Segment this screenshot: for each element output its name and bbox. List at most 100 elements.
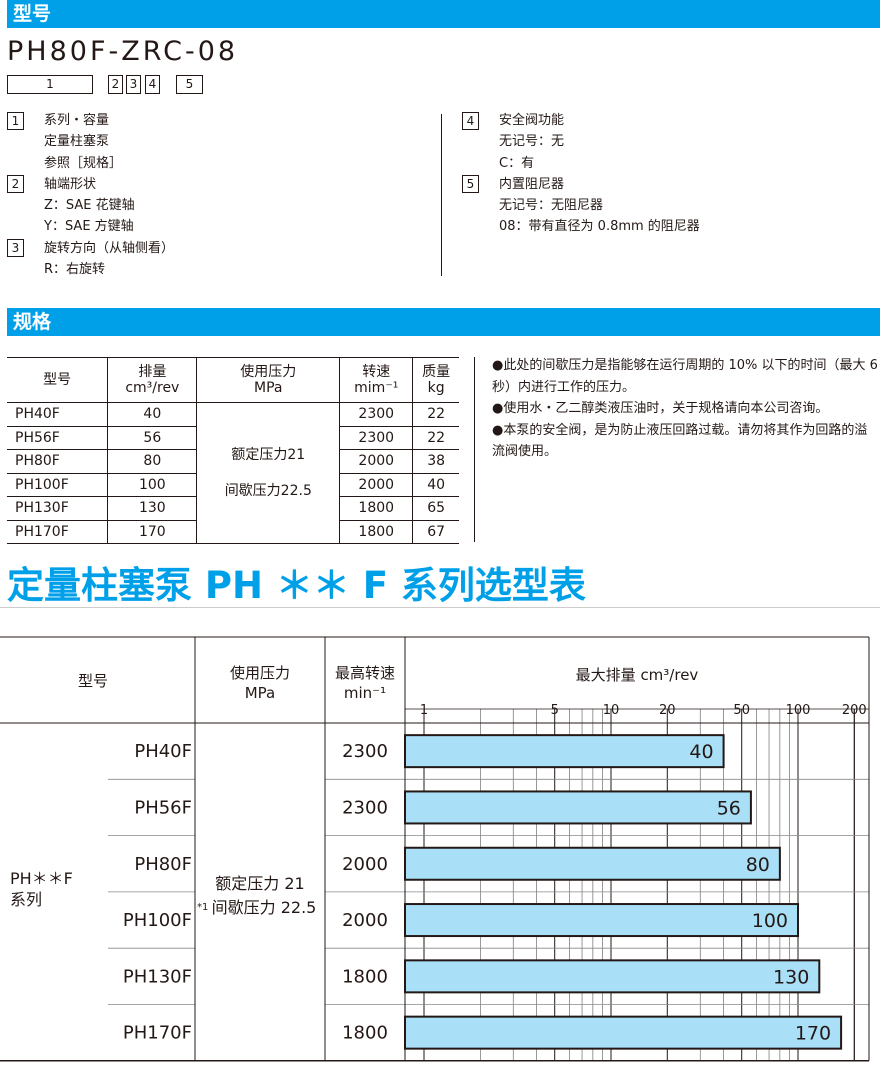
legend-line: 无记号：无 (462, 131, 700, 152)
column-header: MPa (245, 684, 276, 702)
header-text: 排量 (138, 364, 167, 380)
divider (441, 114, 442, 276)
group-label: PH＊＊F (10, 869, 73, 888)
model-name: PH40F (134, 741, 192, 762)
legend-text: 定量柱塞泵 (44, 134, 110, 150)
code-box-4: 4 (145, 75, 160, 94)
pressure-text: 额定压力21 (231, 447, 306, 463)
pressure-label: 间歇压力 22.5 (212, 898, 317, 917)
bar-PH100F (404, 903, 799, 938)
legend-line: 08：带有直径为 0.8mm 的阻尼器 (462, 216, 700, 237)
table-cell: 67 (412, 519, 459, 544)
tick-label: 100 (786, 703, 811, 718)
tick-label: 200 (842, 703, 867, 718)
pressure-text: 间歇压力22.5 (224, 483, 312, 499)
legend-number: 1 (7, 111, 24, 130)
legend-number: 4 (462, 111, 479, 130)
section-header-spec: 规格 (7, 308, 880, 336)
table-cell: PH56F (7, 425, 109, 450)
header-text: MPa (254, 380, 283, 396)
table-cell: PH40F (7, 402, 109, 427)
column-header: 最高转速 (335, 664, 395, 682)
legend-text: Y：SAE 方键轴 (44, 219, 134, 235)
table-row: PH130F 130 1800 65 (7, 496, 459, 521)
legend-line: 4 安全阀功能 (462, 110, 700, 131)
legend-text: 无记号：无阻尼器 (499, 198, 604, 214)
table-cell: 38 (412, 449, 459, 474)
model-name: PH130F (123, 966, 192, 987)
table-row: PH80F 80 2000 38 (7, 449, 459, 474)
legend-number: 5 (462, 175, 479, 194)
table-cell: 22 (412, 425, 459, 450)
table-cell: 65 (412, 496, 459, 521)
footnote-mark: *1 (197, 902, 208, 913)
legend-text: R：右旋转 (44, 262, 106, 278)
table-cell: 40 (107, 402, 198, 427)
legend-line: 2 轴端形状 (7, 174, 174, 195)
bar-label: 130 (773, 966, 809, 988)
divider (0, 607, 880, 608)
legend-line: Y：SAE 方键轴 (7, 216, 174, 237)
code-box-3: 3 (126, 75, 141, 94)
bar-label: 80 (746, 854, 770, 876)
legend-number: 3 (7, 239, 24, 258)
max-speed: 1800 (342, 1023, 388, 1044)
legend-line: 3 旋转方向（从轴侧看） (7, 238, 174, 259)
page-title: 定量柱塞泵 PH ＊＊ F 系列选型表 (7, 564, 586, 607)
column-header: 使用压力 (230, 664, 290, 682)
header-text: 转速 (362, 364, 391, 380)
code-box-2: 2 (108, 75, 123, 94)
legend-text: Z：SAE 花键轴 (44, 198, 135, 214)
header-text: 质量 (422, 364, 451, 380)
legend-line: Z：SAE 花键轴 (7, 195, 174, 216)
legend-line: 5 内置阻尼器 (462, 174, 700, 195)
pressure-cell: 额定压力21 间歇压力22.5 (196, 402, 341, 544)
bar-label: 40 (689, 741, 713, 763)
model-name: PH170F (123, 1023, 192, 1044)
legend-line: C：有 (462, 153, 700, 174)
column-header: 排量 cm³/rev (107, 357, 198, 403)
group-label: 系列 (10, 890, 42, 909)
table-cell: 100 (107, 472, 198, 497)
table-cell: 22 (412, 402, 459, 427)
table-cell: PH130F (7, 496, 109, 521)
legend-line: 无记号：无阻尼器 (462, 195, 700, 216)
model-code: PH80F-ZRC-08 (7, 36, 239, 67)
tick-label: 1 (420, 703, 428, 718)
legend-text: 无记号：无 (499, 134, 565, 150)
bar-label: 170 (795, 1023, 831, 1045)
bar-label: 56 (717, 797, 741, 819)
spec-table: 型号 排量 cm³/rev 使用压力 MPa 转速 mim⁻¹ 质量 kg PH40F 40 额定压… (7, 357, 459, 544)
divider (474, 357, 475, 542)
legend-line: 1 系列・容量 (7, 110, 174, 131)
selection-chart-table: 型号 使用压力 MPa 最高转速 min⁻¹ 最大排量 cm³/rev 1 5 10 20 50 10… (0, 636, 870, 1062)
bar-PH130F (404, 959, 821, 994)
header-text: 使用压力 (240, 364, 297, 380)
table-cell: 2000 (339, 449, 414, 474)
code-box-1: 1 (7, 75, 93, 94)
model-name: PH100F (123, 910, 192, 931)
table-cell: 2000 (339, 472, 414, 497)
max-speed: 2000 (342, 910, 388, 931)
axis-title: 最大排量 cm³/rev (576, 666, 699, 684)
table-row: PH100F 100 2000 40 (7, 472, 459, 497)
table-cell: 2300 (339, 402, 414, 427)
bar-PH170F (404, 1015, 843, 1050)
pressure-label: 额定压力 21 (215, 874, 304, 893)
bar-PH80F (404, 846, 781, 881)
table-cell: 56 (107, 425, 198, 450)
tick-label: 5 (551, 703, 559, 718)
table-cell: 40 (412, 472, 459, 497)
table-cell: 80 (107, 449, 198, 474)
table-cell: PH170F (7, 519, 109, 544)
model-name: PH56F (134, 797, 192, 818)
legend-left: 1 系列・容量定量柱塞泵参照［规格］ 2 轴端形状 Z：SAE 花键轴 Y：SAE 方键轴… (7, 110, 174, 280)
column-header: 型号 (7, 357, 109, 403)
bar-label: 100 (752, 910, 788, 932)
legend-text: 参照［规格］ (44, 155, 123, 171)
table-cell: 2300 (339, 425, 414, 450)
section-header-model: 型号 (7, 0, 880, 28)
table-row: PH56F 56 2300 22 (7, 425, 459, 450)
table-row: PH170F 170 1800 67 (7, 519, 459, 544)
legend-line: R：右旋转 (7, 259, 174, 280)
